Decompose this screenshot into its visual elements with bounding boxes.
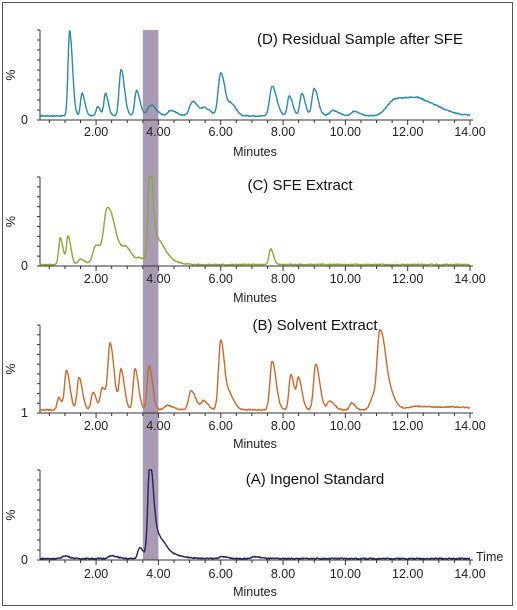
highlight-band xyxy=(142,30,159,560)
x-tick-label: 12.00 xyxy=(392,567,423,581)
panel-title: (B) Solvent Extract xyxy=(252,317,378,334)
x-tick-label: 8.00 xyxy=(271,125,295,139)
x-axis-label: Minutes xyxy=(233,437,277,451)
y-base-label: 0 xyxy=(21,259,28,273)
x-tick-label: 6.00 xyxy=(209,272,233,286)
time-axis-label: Time xyxy=(476,550,503,564)
figure-frame xyxy=(2,2,513,606)
x-axis-label: Minutes xyxy=(233,291,277,305)
x-tick-label: 8.00 xyxy=(271,567,295,581)
panel-title: (A) Ingenol Standard xyxy=(246,471,384,488)
x-tick-label: 2.00 xyxy=(84,419,108,433)
x-tick-label: 2.00 xyxy=(84,125,108,139)
x-tick-label: 4.00 xyxy=(146,125,170,139)
x-tick-label: 6.00 xyxy=(209,125,233,139)
x-tick-label: 10.00 xyxy=(330,125,361,139)
x-tick-label: 12.00 xyxy=(392,419,423,433)
x-axis-label: Minutes xyxy=(233,145,277,159)
y-base-label: 0 xyxy=(21,113,28,127)
x-tick-label: 2.00 xyxy=(84,567,108,581)
x-tick-label: 8.00 xyxy=(271,419,295,433)
x-tick-label: 4.00 xyxy=(146,567,170,581)
x-tick-label: 6.00 xyxy=(209,419,233,433)
x-tick-label: 12.00 xyxy=(392,125,423,139)
x-tick-label: 6.00 xyxy=(209,567,233,581)
y-base-label: 0 xyxy=(21,553,28,567)
y-axis-label: % xyxy=(4,509,18,520)
series-trace xyxy=(39,469,471,560)
x-tick-label: 10.00 xyxy=(330,419,361,433)
x-axis-label: Minutes xyxy=(233,585,277,599)
y-axis-label: % xyxy=(4,216,18,227)
panel-title: (C) SFE Extract xyxy=(247,177,353,194)
x-tick-label: 4.00 xyxy=(146,272,170,286)
x-tick-label: 4.00 xyxy=(146,419,170,433)
series-trace xyxy=(39,329,471,411)
x-tick-label: 14.00 xyxy=(454,419,485,433)
x-tick-label: 10.00 xyxy=(330,272,361,286)
x-tick-label: 14.00 xyxy=(454,125,485,139)
panel-title: (D) Residual Sample after SFE xyxy=(257,31,463,48)
series-trace xyxy=(39,30,471,118)
x-tick-label: 14.00 xyxy=(454,567,485,581)
series-trace xyxy=(39,176,471,266)
y-base-label: 1 xyxy=(21,406,28,420)
y-axis-label: % xyxy=(4,69,18,80)
x-tick-label: 8.00 xyxy=(271,272,295,286)
x-tick-label: 10.00 xyxy=(330,567,361,581)
x-tick-label: 12.00 xyxy=(392,272,423,286)
x-tick-label: 2.00 xyxy=(84,272,108,286)
y-axis-label: % xyxy=(4,363,18,374)
x-tick-label: 14.00 xyxy=(454,272,485,286)
